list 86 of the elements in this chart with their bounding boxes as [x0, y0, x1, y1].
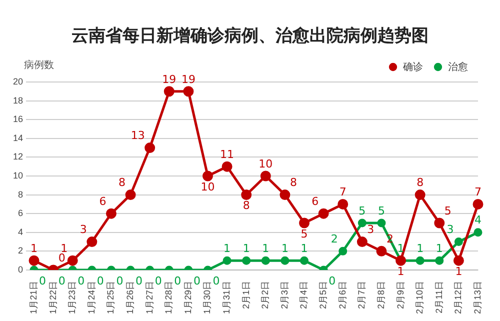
x-tick-label: 1月28日 — [164, 280, 174, 314]
y-tick-label: 18 — [12, 95, 24, 106]
x-tick-label: 1月23日 — [67, 280, 78, 314]
x-tick-label: 2月1日 — [240, 280, 251, 309]
data-label: 3 — [446, 223, 454, 236]
data-label: 0 — [212, 274, 220, 288]
x-tick-label: 2月8日 — [376, 280, 386, 309]
x-tick-label: 1月31日 — [222, 280, 232, 314]
x-tick-label: 2月2日 — [260, 280, 270, 309]
y-tick-label: 4 — [18, 226, 24, 237]
data-label: 1 — [242, 242, 250, 255]
data-label: 4 — [474, 214, 482, 227]
y-tick-label: 6 — [18, 208, 24, 218]
x-tick-label: 1月22日 — [48, 280, 58, 314]
chart-title: 云南省每日新增确诊病例、治愈出院病例趋势图 — [70, 25, 430, 47]
data-label: 2 — [386, 232, 394, 246]
data-label: 5 — [300, 227, 308, 240]
data-label: 0 — [174, 274, 182, 288]
x-tick-label: 2月4日 — [298, 280, 309, 309]
x-tick-label: 2月5日 — [318, 280, 328, 309]
data-label: 8 — [416, 176, 424, 190]
x-tick-label: 2月13日 — [472, 280, 482, 314]
x-tick-label: 2月11日 — [434, 280, 444, 314]
data-label: 1 — [262, 242, 270, 255]
data-label: 1 — [397, 264, 404, 278]
data-label: 0 — [116, 274, 124, 288]
data-label: 1 — [30, 242, 38, 255]
data-label: 1 — [416, 242, 424, 255]
x-tick-label: 2月9日 — [395, 280, 406, 309]
y-tick-label: 20 — [12, 76, 24, 86]
x-tick-label: 1月26日 — [125, 280, 136, 314]
x-tick-label: 1月21日 — [28, 280, 38, 314]
data-label: 0 — [328, 274, 336, 288]
data-label: 1 — [224, 242, 231, 255]
x-tick-label: 1月24日 — [86, 280, 96, 314]
data-label: 0 — [193, 274, 200, 288]
data-label: 0 — [39, 274, 46, 288]
y-axis-title: 病例数 — [24, 58, 54, 72]
data-label: 1 — [300, 242, 308, 255]
y-tick-label: 16 — [12, 114, 24, 124]
data-label: 1 — [397, 242, 404, 255]
data-label: 2 — [330, 232, 338, 246]
x-tick-label: 2月3日 — [279, 280, 290, 309]
y-tick-label: 0 — [18, 264, 24, 274]
y-tick-label: 10 — [12, 170, 24, 180]
data-label: 19 — [181, 72, 196, 86]
data-label: 0 — [154, 274, 162, 288]
data-label: 3 — [80, 223, 87, 236]
x-tick-label: 2月12日 — [453, 280, 464, 314]
x-tick-label: 2月7日 — [356, 280, 367, 309]
x-tick-label: 1月29日 — [182, 280, 193, 314]
data-label: 0 — [96, 274, 104, 288]
data-label: 10 — [258, 157, 273, 170]
data-label: 13 — [130, 129, 145, 142]
data-label: 5 — [358, 204, 366, 218]
data-label: 10 — [200, 180, 215, 194]
data-label: 1 — [436, 242, 443, 255]
data-label: 6 — [312, 194, 319, 208]
data-label: 8 — [118, 176, 126, 190]
y-tick-label: 12 — [12, 152, 24, 162]
data-label: 6 — [99, 194, 106, 208]
x-tick-label: 1月25日 — [106, 280, 116, 314]
data-label: 0 — [136, 274, 143, 288]
x-tick-label: 1月30日 — [202, 280, 212, 314]
x-tick-label: 2月6日 — [337, 280, 348, 309]
data-label: 11 — [220, 148, 234, 161]
data-label: 8 — [290, 176, 297, 190]
data-label: 7 — [474, 186, 482, 199]
data-label: 0 — [78, 274, 85, 288]
data-label: 7 — [339, 186, 346, 199]
data-label: 8 — [242, 199, 250, 212]
data-label: 5 — [378, 204, 385, 218]
legend-label: 确诊 — [402, 60, 423, 73]
y-tick-label: 2 — [18, 246, 24, 256]
data-label: 1 — [455, 264, 462, 278]
data-label: 1 — [281, 242, 288, 255]
y-tick-label: 8 — [18, 189, 24, 200]
y-tick-label: 14 — [12, 132, 24, 143]
data-label: 3 — [367, 223, 374, 236]
x-tick-label: 2月10日 — [414, 280, 425, 314]
legend-label: 治愈 — [448, 60, 468, 73]
data-label: 0 — [58, 251, 66, 264]
data-label: 0 — [58, 274, 66, 288]
data-label: 5 — [444, 204, 452, 218]
data-label: 19 — [162, 72, 176, 86]
x-tick-label: 1月27日 — [144, 280, 154, 314]
